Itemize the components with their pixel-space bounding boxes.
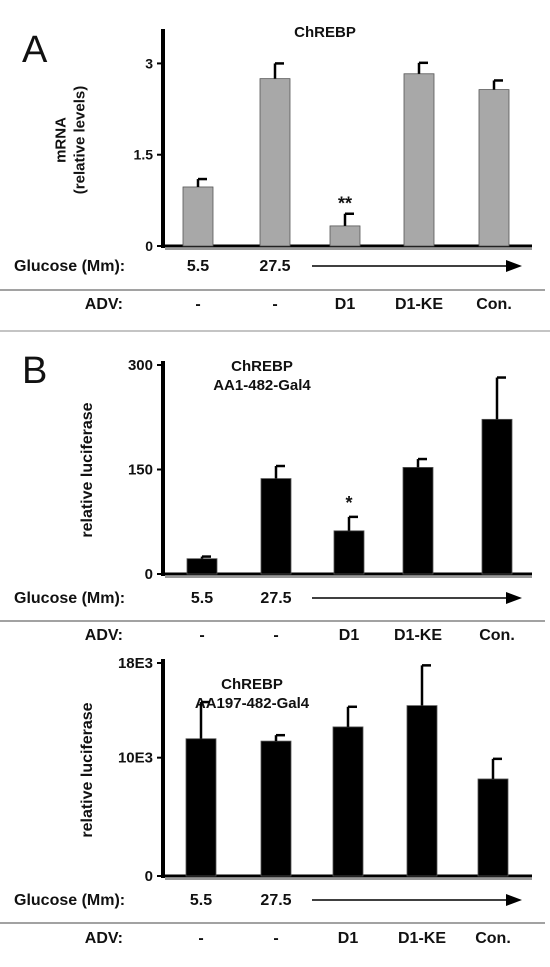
adv-value: Con. <box>475 930 511 947</box>
adv-value: - <box>198 930 203 947</box>
glucose-value: 27.5 <box>259 258 290 275</box>
chart-title: AA1-482-Gal4 <box>213 377 311 394</box>
bar <box>186 558 218 575</box>
glucose-row-label: Glucose (Mm): <box>14 892 125 909</box>
bar <box>329 225 361 247</box>
adv-value: Con. <box>479 627 515 644</box>
y-tick-label: 3 <box>145 55 153 71</box>
bar <box>402 467 434 575</box>
panel-letter: B <box>22 350 47 392</box>
chart-title: ChREBP <box>294 24 356 41</box>
adv-value: - <box>273 627 278 644</box>
adv-row-label: ADV: <box>85 930 123 947</box>
bar <box>478 89 510 247</box>
significance-marker: ** <box>338 194 352 214</box>
bar <box>477 778 509 877</box>
glucose-value: 27.5 <box>260 590 291 607</box>
adv-row-label: ADV: <box>85 296 123 313</box>
adv-value: Con. <box>476 296 512 313</box>
adv-value: D1-KE <box>395 296 443 313</box>
y-axis-label: relative luciferase <box>79 402 96 537</box>
glucose-value: 27.5 <box>260 892 291 909</box>
bar <box>260 740 292 877</box>
panel-letter: A <box>22 29 48 71</box>
y-axis-label: relative luciferase <box>79 702 96 837</box>
adv-value: D1 <box>339 627 360 644</box>
bar <box>260 478 292 575</box>
y-tick-label: 0 <box>145 566 153 583</box>
adv-row-label: ADV: <box>85 627 123 644</box>
glucose-value: 5.5 <box>191 590 213 607</box>
bar <box>185 738 217 877</box>
chart-title: ChREBP <box>231 358 293 375</box>
y-tick-label: 150 <box>128 462 153 479</box>
y-axis-label: (relative levels) <box>72 86 89 194</box>
adv-value: - <box>199 627 204 644</box>
bar <box>332 726 364 877</box>
y-axis-label: mRNA <box>53 117 70 163</box>
significance-marker: * <box>345 493 352 513</box>
adv-value: - <box>273 930 278 947</box>
y-tick-label: 1.5 <box>134 147 154 163</box>
glucose-row-label: Glucose (Mm): <box>14 590 125 607</box>
chart-title: AA197-482-Gal4 <box>195 695 310 712</box>
glucose-row-label: Glucose (Mm): <box>14 258 125 275</box>
bar <box>481 418 513 575</box>
y-tick-label: 18E3 <box>118 655 153 672</box>
y-tick-label: 300 <box>128 357 153 374</box>
glucose-arrow-head <box>506 894 522 906</box>
glucose-value: 5.5 <box>187 258 209 275</box>
adv-value: D1-KE <box>394 627 442 644</box>
glucose-arrow-head <box>506 592 522 604</box>
y-tick-label: 0 <box>145 868 153 885</box>
adv-value: - <box>195 296 200 313</box>
adv-value: D1 <box>335 296 356 313</box>
bar <box>406 705 438 877</box>
adv-value: D1-KE <box>398 930 446 947</box>
bar <box>182 186 214 247</box>
adv-value: D1 <box>338 930 359 947</box>
chart-title: ChREBP <box>221 676 283 693</box>
bar <box>333 530 365 575</box>
glucose-arrow-head <box>506 260 522 272</box>
y-tick-label: 10E3 <box>118 750 153 767</box>
adv-value: - <box>272 296 277 313</box>
bar <box>259 78 291 247</box>
y-tick-label: 0 <box>145 238 153 254</box>
glucose-value: 5.5 <box>190 892 212 909</box>
bar <box>403 73 435 247</box>
